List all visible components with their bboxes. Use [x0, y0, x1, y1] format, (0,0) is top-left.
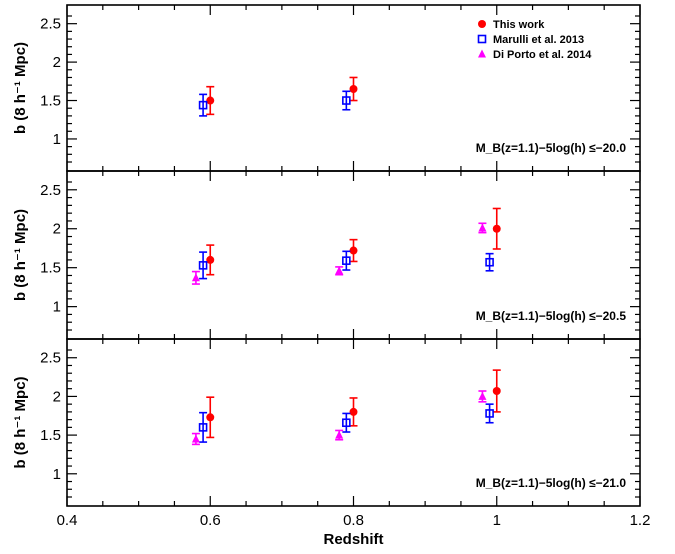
di-porto-2014-point	[191, 432, 200, 446]
magnitude-cut-label: M_B(z=1.1)−5log(h) ≤−21.0	[476, 476, 627, 490]
di-porto-2014-point	[191, 270, 200, 285]
marulli-2013-marker	[342, 256, 351, 265]
magnitude-cut-label: M_B(z=1.1)−5log(h) ≤−20.0	[476, 141, 627, 155]
this-work-marker	[492, 387, 501, 396]
legend: This work Marulli et al. 2013 Di Porto et …	[477, 19, 592, 61]
y-axis-label: b (8 h⁻¹ Mpc)	[12, 209, 29, 301]
panel-2: 1 1.5 2 2.5 b (8 h⁻¹ Mpc) M_B(z=1.1)−5log(h) …	[12, 170, 641, 340]
di-porto-2014-point	[335, 429, 344, 441]
this-work-point	[206, 244, 215, 276]
di-porto-2014-point	[478, 222, 487, 234]
di-porto-2014-marker	[335, 430, 344, 439]
marulli-2013-marker	[198, 423, 208, 432]
legend-marulli-2013-marker	[477, 34, 487, 44]
legend-this-work-label: This work	[493, 19, 545, 31]
panel-3: 1 1.5 2 2.5 b (8 h⁻¹ Mpc) M_B(z=1.1)−5log(h) …	[12, 338, 651, 548]
di-porto-2014-marker	[191, 273, 200, 282]
y-axis-label: b (8 h⁻¹ Mpc)	[12, 42, 29, 134]
legend-marulli-2013-label: Marulli et al. 2013	[493, 34, 584, 46]
this-work-marker	[492, 224, 501, 233]
legend-di-porto-2014-label: Di Porto et al. 2014	[493, 49, 592, 61]
x-axis-label: Redshift	[324, 531, 384, 548]
this-work-marker	[349, 407, 358, 416]
di-porto-2014-marker	[191, 434, 200, 443]
y-tick-label: 2.5	[40, 16, 61, 33]
marulli-2013-marker	[198, 100, 208, 110]
di-porto-2014-marker	[335, 266, 344, 275]
di-porto-2014-point	[478, 390, 487, 403]
marulli-2013-point	[342, 412, 351, 433]
x-tick-label: 1.2	[630, 512, 651, 529]
marulli-2013-marker	[485, 409, 494, 418]
this-work-marker	[206, 255, 215, 264]
this-work-marker	[206, 96, 215, 105]
marulli-2013-point	[485, 403, 494, 424]
x-tick-label: 0.6	[200, 512, 221, 529]
this-work-point	[349, 397, 358, 427]
y-tick-label: 1.5	[40, 260, 61, 277]
magnitude-cut-label: M_B(z=1.1)−5log(h) ≤−20.5	[476, 309, 627, 323]
y-tick-label: 1.5	[40, 427, 61, 444]
y-tick-label: 1.5	[40, 93, 61, 110]
di-porto-2014-point	[335, 266, 344, 276]
marulli-2013-point	[485, 252, 494, 272]
marulli-2013-point	[342, 250, 351, 271]
this-work-point	[349, 238, 358, 263]
y-tick-label: 2.5	[40, 182, 61, 199]
marulli-2013-marker	[342, 96, 351, 105]
marulli-2013-point	[198, 251, 208, 280]
this-work-marker	[349, 246, 358, 255]
this-work-point	[206, 396, 215, 439]
this-work-marker	[206, 413, 215, 422]
this-work-point	[206, 85, 215, 116]
di-porto-2014-marker	[478, 391, 487, 400]
legend-di-porto-2014-marker	[478, 49, 486, 58]
panel-1: 1 1.5 2 2.5 b (8 h⁻¹ Mpc) M_B(z=1.1)−5log(h) …	[12, 4, 641, 172]
marulli-2013-point	[198, 411, 208, 443]
x-tick-label: 1	[493, 512, 501, 529]
marulli-2013-point	[342, 90, 351, 111]
marulli-2013-marker	[342, 418, 351, 428]
marulli-2013-marker	[198, 261, 208, 270]
this-work-point	[492, 369, 501, 413]
y-tick-label: 2.5	[40, 350, 61, 367]
this-work-point	[492, 207, 501, 250]
marulli-2013-point	[198, 93, 208, 117]
marulli-2013-marker	[485, 257, 494, 267]
y-tick-label: 1	[53, 299, 61, 316]
x-tick-label: 0.4	[57, 512, 78, 529]
y-tick-label: 2	[53, 54, 61, 71]
this-work-marker	[349, 85, 358, 93]
y-tick-label: 1	[53, 131, 61, 148]
y-axis-label: b (8 h⁻¹ Mpc)	[12, 376, 29, 468]
legend-this-work-marker	[478, 20, 486, 28]
di-porto-2014-marker	[478, 223, 487, 232]
y-tick-label: 2	[53, 388, 61, 405]
this-work-point	[349, 76, 358, 102]
x-tick-label: 0.8	[343, 512, 364, 529]
y-tick-label: 1	[53, 466, 61, 483]
y-tick-label: 2	[53, 221, 61, 238]
